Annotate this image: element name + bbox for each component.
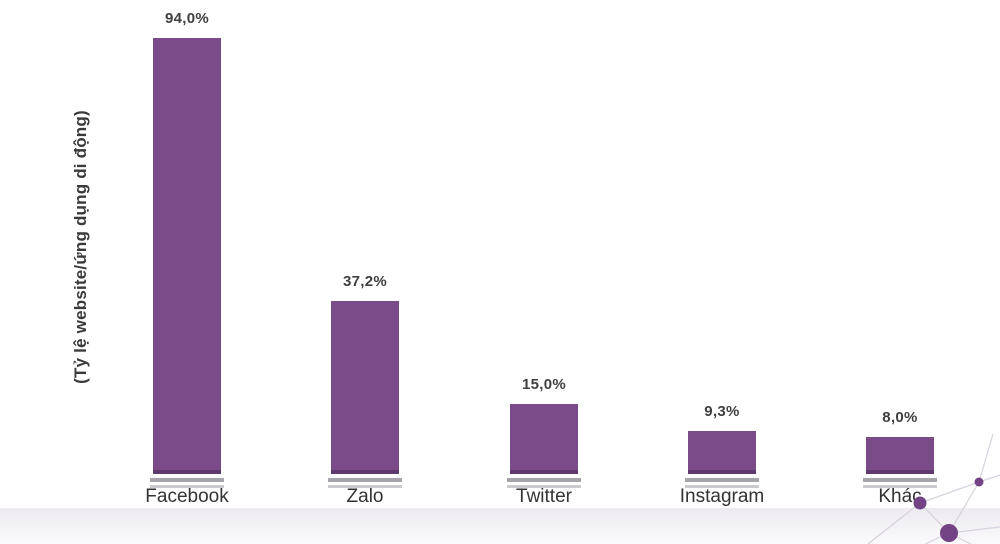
bar-zalo [331, 301, 399, 474]
bar-instagram [688, 431, 756, 474]
baseline-upper [685, 478, 759, 482]
network-node [940, 524, 958, 542]
baseline-lower [507, 485, 581, 488]
category-label-instagram: Instagram [679, 486, 765, 507]
value-label-twitter: 15,0% [521, 376, 567, 393]
value-label-khac: 8,0% [882, 409, 918, 426]
category-label-zalo: Zalo [346, 486, 384, 507]
network-node [913, 496, 927, 510]
y-axis-label: (Tỷ lệ website/ứng dụng di động) [71, 110, 90, 384]
network-decoration-icon [867, 433, 1000, 544]
category-label-twitter: Twitter [516, 486, 572, 507]
network-node [974, 477, 984, 487]
bar-khac [866, 437, 934, 474]
bar-twitter [510, 404, 578, 474]
bar-facebook [153, 38, 221, 474]
baseline-upper [507, 478, 581, 482]
category-label-facebook: Facebook [145, 486, 229, 507]
baseline-upper [150, 478, 224, 482]
baseline-lower [150, 485, 224, 488]
baseline-upper [863, 478, 937, 482]
baseline-lower [685, 485, 759, 488]
baseline-lower [328, 485, 402, 488]
category-label-khac: Khác [878, 486, 922, 507]
value-label-zalo: 37,2% [342, 273, 388, 290]
value-label-instagram: 9,3% [704, 403, 740, 420]
baseline-upper [328, 478, 402, 482]
value-label-facebook: 94,0% [164, 10, 210, 27]
baseline-lower [863, 485, 937, 488]
footer-band [0, 508, 1000, 544]
